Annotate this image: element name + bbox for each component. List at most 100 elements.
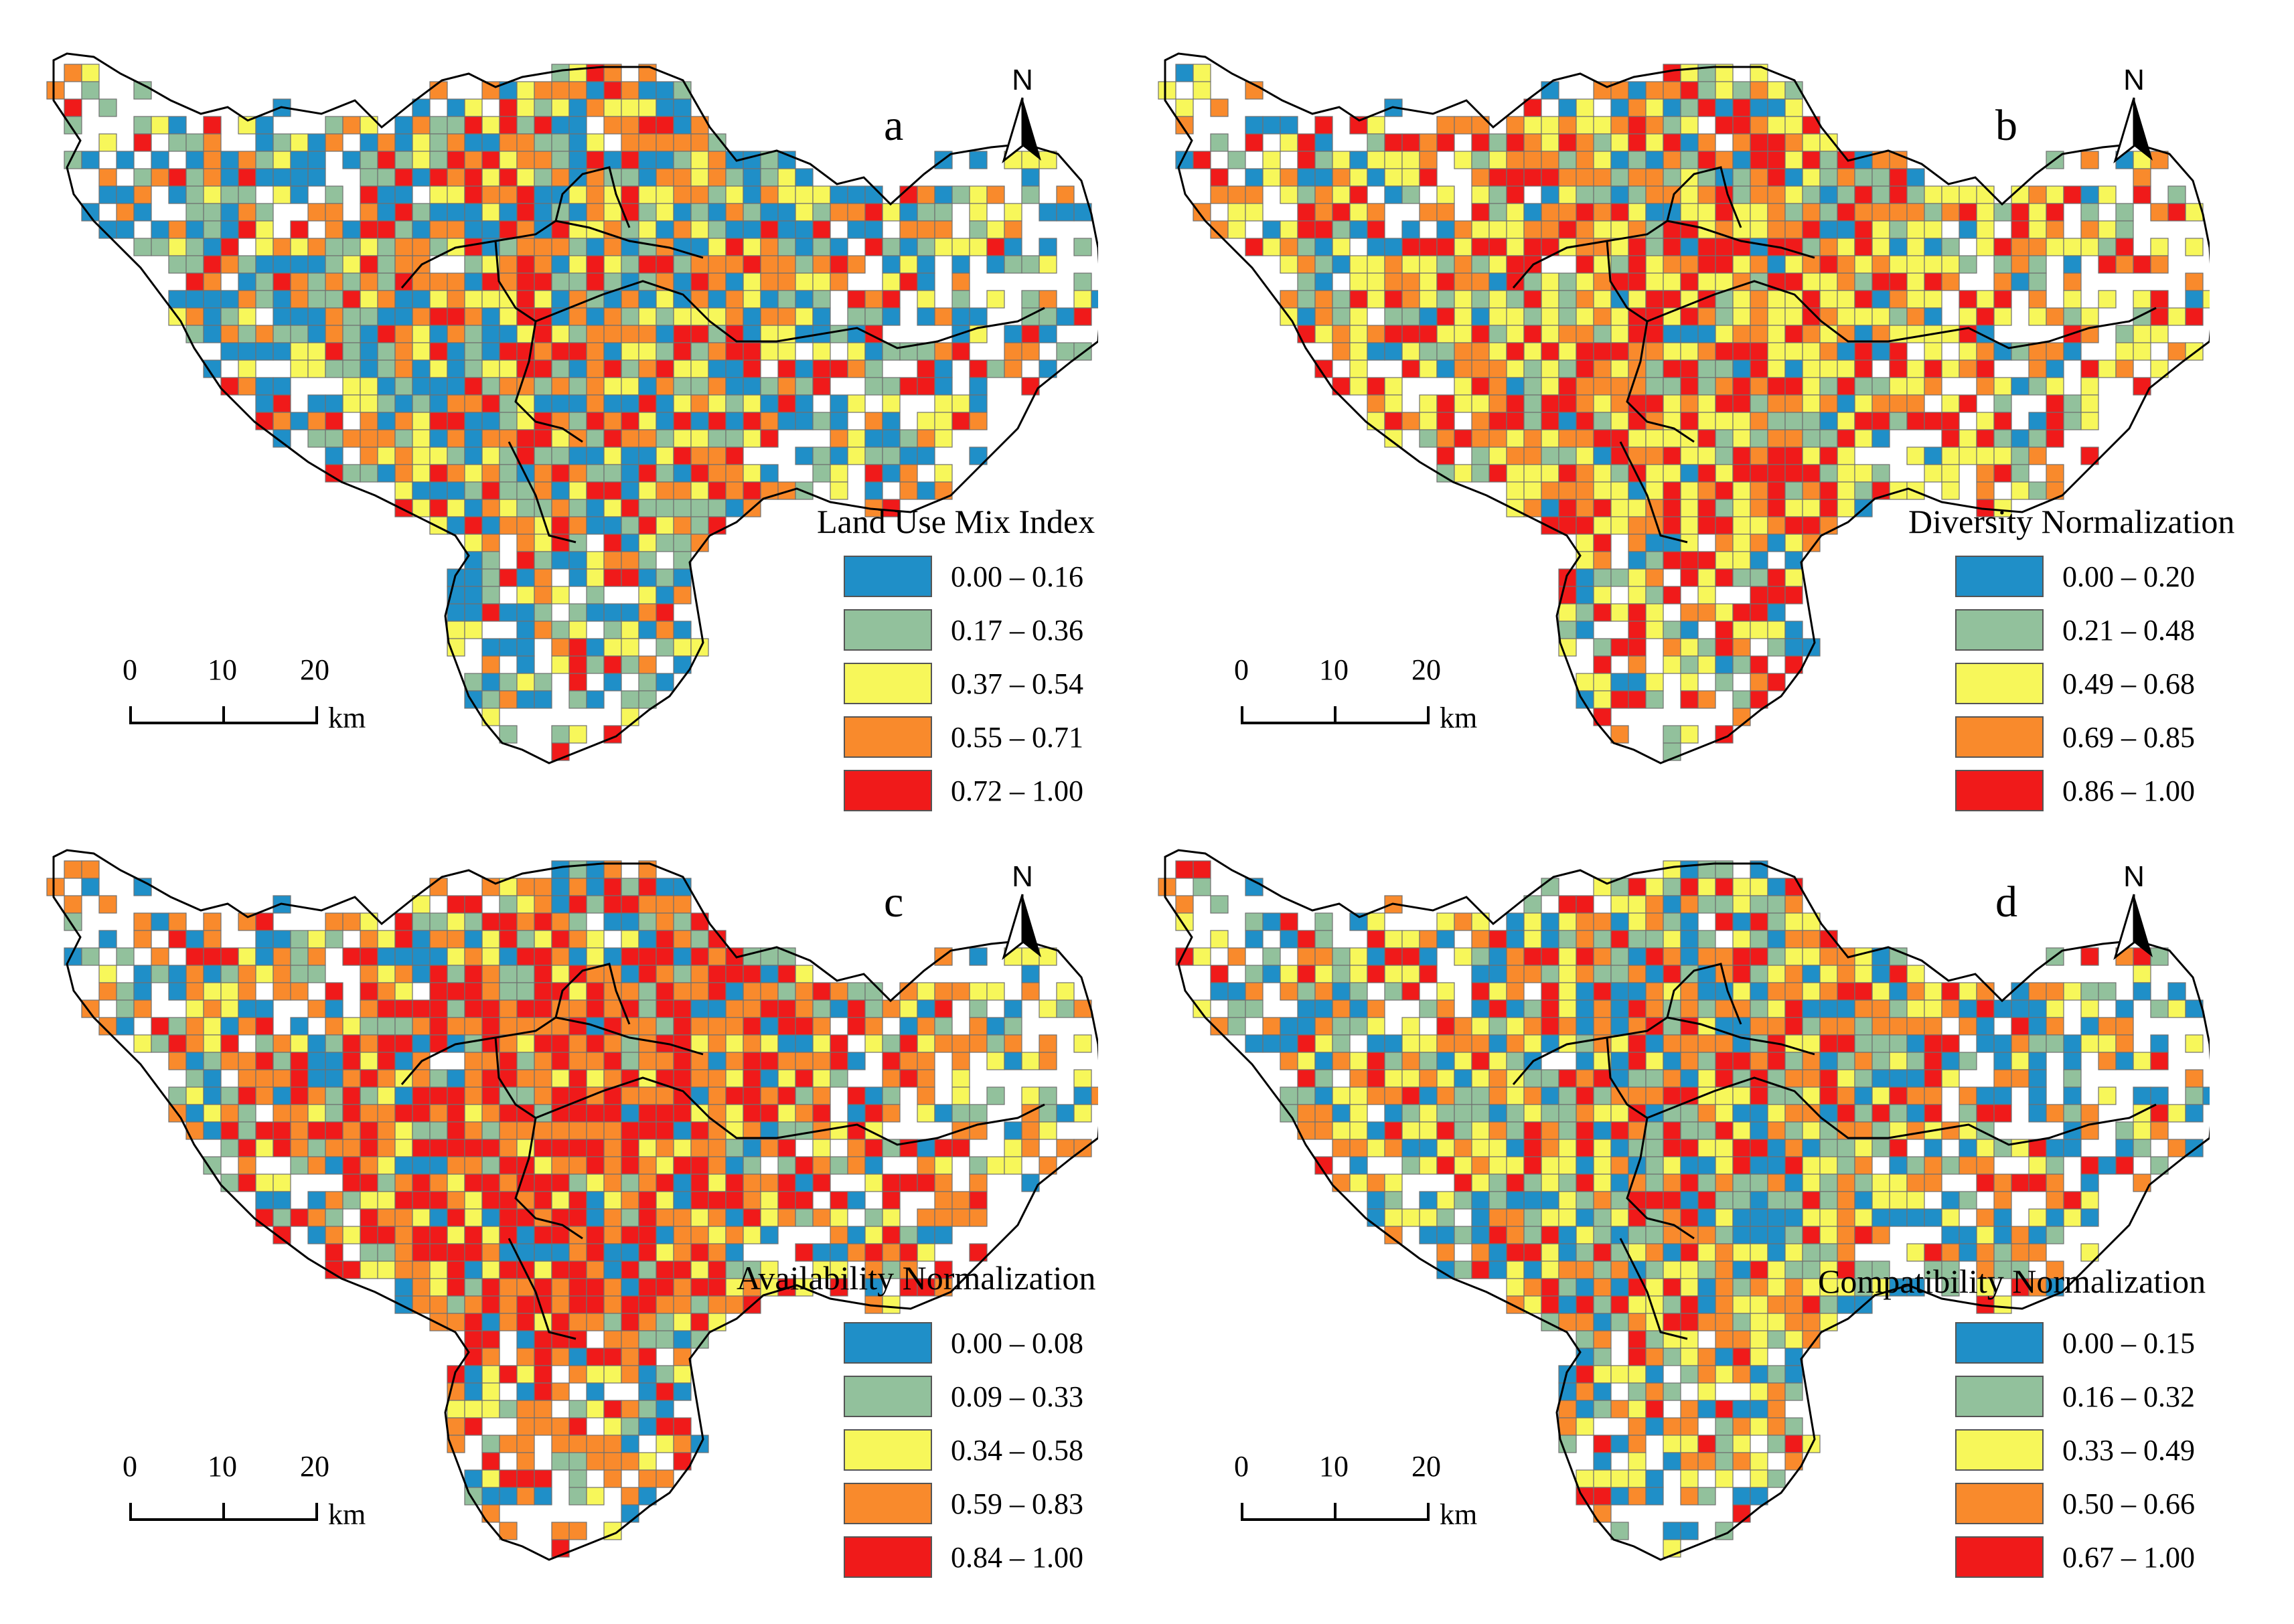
grid-cell [1419,359,1438,378]
grid-cell [1297,290,1316,309]
grid-cell [1039,947,1057,966]
grid-cell [534,1226,552,1244]
grid-cell [1697,1295,1716,1314]
grid-cell [1367,947,1385,966]
grid-cell [1663,1382,1681,1401]
grid-cell [951,394,970,413]
grid-cell [377,272,396,291]
grid-cell [1663,429,1681,448]
grid-cell [1471,168,1490,187]
grid-cell [534,1365,552,1384]
grid-cell [412,1069,431,1088]
grid-cell [1854,307,1873,326]
grid-cell [2011,1278,2030,1297]
grid-cell [638,203,657,222]
grid-cell [2080,1104,2099,1123]
grid-cell [725,238,744,256]
grid-cell [917,377,935,396]
grid-cell [934,1156,953,1175]
grid-cell [1680,359,1699,378]
grid-cell [1906,307,1925,326]
district-boundary [1666,963,1742,1025]
grid-cell [621,1504,639,1523]
grid-cell [2185,1034,2204,1053]
grid-cell [1628,1330,1647,1349]
grid-cell [1610,446,1629,465]
grid-cell [1732,930,1751,949]
grid-cell [1506,947,1525,966]
grid-cell [1767,516,1786,535]
grid-cell [1314,1034,1333,1053]
grid-cell [1628,1365,1647,1384]
grid-cell [1750,412,1768,430]
grid-cell [1593,1191,1612,1210]
grid-cell [168,982,187,1001]
grid-cell [394,481,413,500]
grid-cell [516,947,535,966]
grid-cell [1645,464,1664,483]
grid-cell [412,325,431,343]
grid-cell [360,1226,378,1244]
grid-cell [394,342,413,361]
grid-cell [360,272,378,291]
grid-cell [673,359,692,378]
grid-cell [1262,151,1281,169]
grid-cell [934,203,953,222]
grid-cell [464,1261,483,1279]
grid-cell [568,638,587,657]
grid-cell [1262,238,1281,256]
grid-cell [429,325,448,343]
grid-cell [1941,1208,1960,1227]
grid-cell [1593,638,1612,657]
grid-cell [1193,878,1211,896]
grid-cell [1663,1156,1681,1175]
grid-cell [1158,81,1176,100]
grid-cell [568,203,587,222]
grid-cell [1697,1278,1716,1297]
grid-cell [638,895,657,914]
grid-cell [621,1313,639,1331]
grid-cell [673,1417,692,1436]
grid-cell [1384,325,1403,343]
grid-cell [1367,1121,1385,1140]
grid-cell [673,1382,692,1401]
grid-cell [568,878,587,896]
grid-cell [499,1104,518,1123]
grid-cell [1854,1156,1873,1175]
grid-cell [1436,255,1455,274]
grid-cell [1697,272,1716,291]
grid-cell [1802,1208,1821,1227]
grid-cell [1576,1278,1594,1297]
grid-cell [1628,290,1647,309]
grid-cell [1680,568,1699,587]
grid-cell [185,325,204,343]
grid-cell [1697,499,1716,517]
grid-cell [673,255,692,274]
grid-cell [516,1452,535,1471]
grid-cell [568,1278,587,1297]
grid-cell [2080,238,2099,256]
legend-swatch [844,770,932,811]
grid-cell [1367,1191,1385,1210]
grid-cell [1541,220,1559,239]
grid-cell [81,203,100,222]
grid-cell [1628,1191,1647,1210]
grid-cell [1837,965,1855,983]
grid-cell [603,1139,622,1157]
district-boundary [1647,280,2157,349]
grid-cell [273,185,291,204]
grid-cell [1680,377,1699,396]
scale-tick-label: 0 [123,653,137,686]
grid-cell [360,1261,378,1279]
grid-cell [1767,534,1786,552]
grid-cell [1314,965,1333,983]
grid-cell [603,1400,622,1418]
grid-cell [516,1086,535,1105]
grid-cell [1976,1086,1995,1105]
grid-cell [1645,1348,1664,1366]
grid-cell [534,1052,552,1070]
grid-cell [377,151,396,169]
grid-cell [255,1052,274,1070]
grid-cell [394,1052,413,1070]
grid-cell [1367,1139,1385,1157]
